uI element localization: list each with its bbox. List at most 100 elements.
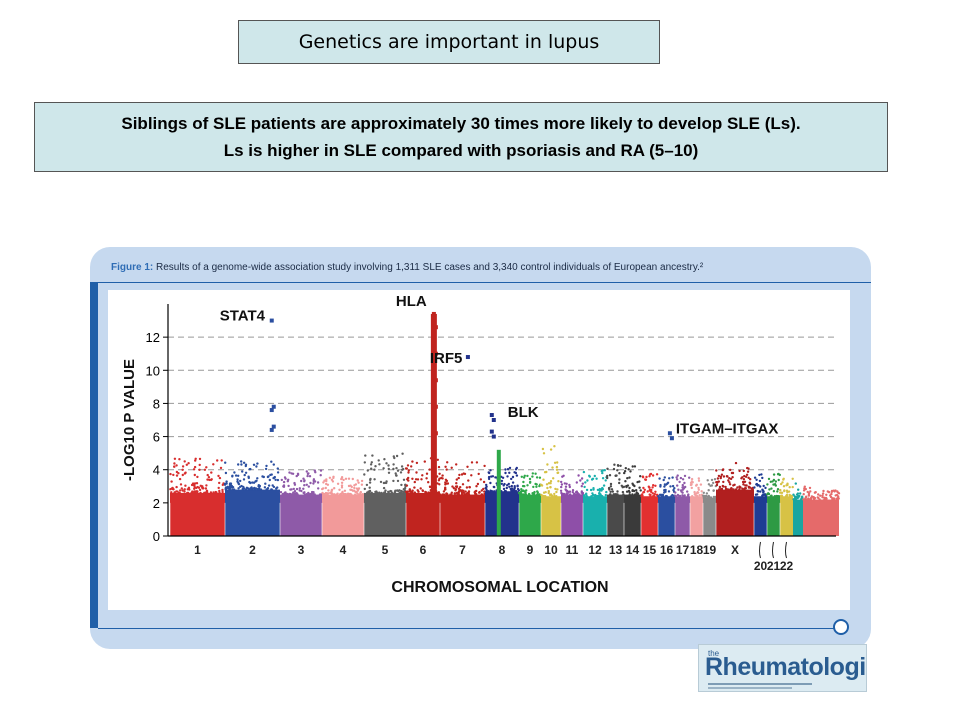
peak-point-STAT4 bbox=[271, 424, 276, 429]
snp-point bbox=[560, 485, 563, 489]
snp-point bbox=[262, 475, 265, 479]
snp-point bbox=[563, 493, 566, 496]
snp-point bbox=[504, 468, 507, 471]
snp-point bbox=[438, 472, 441, 475]
snp-point bbox=[552, 477, 555, 480]
snp-point bbox=[541, 494, 544, 497]
snp-point bbox=[541, 447, 545, 451]
snp-point bbox=[180, 487, 183, 490]
chromosome-band-14 bbox=[624, 494, 641, 536]
snp-point bbox=[330, 489, 333, 492]
snp-point bbox=[757, 490, 760, 493]
snp-point bbox=[741, 487, 744, 490]
snp-point bbox=[251, 481, 254, 484]
snp-point bbox=[457, 476, 460, 480]
snp-point bbox=[617, 464, 620, 467]
figure-bottom-line bbox=[98, 628, 838, 629]
snp-point bbox=[695, 484, 698, 487]
snp-point bbox=[411, 477, 414, 480]
snp-point bbox=[368, 481, 372, 484]
snp-point bbox=[664, 490, 667, 493]
snp-point bbox=[348, 492, 352, 496]
snp-point bbox=[556, 461, 559, 464]
snp-point bbox=[292, 487, 295, 491]
snp-point bbox=[762, 484, 765, 488]
peak-point-HLA bbox=[433, 351, 438, 356]
snp-point bbox=[270, 460, 273, 463]
snp-point bbox=[779, 482, 783, 486]
snp-point bbox=[601, 477, 605, 480]
snp-point bbox=[825, 493, 828, 496]
snp-point bbox=[332, 475, 335, 478]
snp-point bbox=[513, 471, 516, 474]
snp-point bbox=[382, 467, 385, 470]
snp-point bbox=[699, 483, 703, 486]
snp-point bbox=[307, 472, 310, 475]
snp-point bbox=[532, 485, 535, 489]
snp-point bbox=[671, 493, 674, 497]
snp-point bbox=[313, 493, 316, 496]
snp-point bbox=[554, 487, 557, 491]
snp-point bbox=[601, 487, 604, 491]
chromosome-band-22 bbox=[780, 496, 793, 536]
snp-point bbox=[705, 495, 709, 498]
snp-point bbox=[392, 455, 395, 458]
snp-point bbox=[326, 492, 329, 495]
snp-point bbox=[360, 479, 364, 483]
snp-point bbox=[724, 487, 728, 491]
snp-point bbox=[628, 486, 631, 490]
plot-area: 0 2 4 6 8 10 12 1 2 3 4 5 6 7 8 9 10 11 12 13 14 15 16 17 18 19 X 2… bbox=[108, 290, 850, 610]
snp-point bbox=[586, 479, 589, 482]
snp-point bbox=[521, 484, 525, 488]
snp-point bbox=[217, 486, 220, 490]
snp-point bbox=[595, 477, 598, 480]
snp-point bbox=[396, 479, 400, 483]
snp-point bbox=[620, 484, 623, 487]
snp-point bbox=[611, 490, 614, 493]
snp-point bbox=[556, 471, 560, 474]
snp-point bbox=[193, 487, 196, 490]
snp-point bbox=[400, 483, 403, 487]
snp-point bbox=[487, 477, 491, 481]
chromosome-band-8 bbox=[485, 491, 519, 536]
snp-point bbox=[580, 485, 583, 488]
snp-point bbox=[624, 467, 627, 470]
snp-point bbox=[195, 490, 198, 493]
snp-point bbox=[744, 484, 747, 487]
snp-point bbox=[535, 476, 539, 479]
snp-point bbox=[272, 476, 275, 480]
snp-point bbox=[183, 460, 186, 463]
snp-point bbox=[183, 490, 186, 493]
snp-point bbox=[198, 457, 202, 461]
snp-point bbox=[734, 488, 738, 491]
snp-point bbox=[724, 485, 727, 489]
snp-point bbox=[604, 493, 607, 497]
snp-point bbox=[480, 489, 483, 492]
snp-point bbox=[319, 493, 322, 496]
snp-point bbox=[178, 458, 181, 461]
snp-point bbox=[632, 483, 635, 487]
snp-point bbox=[547, 491, 550, 495]
snp-point bbox=[780, 491, 784, 494]
snp-point bbox=[678, 480, 681, 484]
snp-point bbox=[660, 493, 663, 497]
snp-point bbox=[413, 491, 417, 495]
snp-point bbox=[218, 491, 221, 494]
snp-point bbox=[507, 482, 510, 486]
snp-point bbox=[727, 479, 730, 482]
snp-point bbox=[181, 465, 185, 468]
snp-point bbox=[736, 486, 739, 489]
snp-point bbox=[741, 476, 744, 479]
snp-point bbox=[194, 457, 197, 460]
snp-point bbox=[394, 472, 397, 475]
extra-strip-0 bbox=[793, 499, 803, 536]
snp-point bbox=[631, 493, 634, 496]
snp-point bbox=[578, 493, 581, 496]
snp-point bbox=[359, 491, 362, 494]
snp-point bbox=[759, 490, 762, 493]
snp-point bbox=[336, 482, 340, 485]
snp-point bbox=[450, 493, 453, 496]
snp-point bbox=[190, 483, 194, 487]
snp-point bbox=[407, 479, 410, 482]
snp-point bbox=[264, 482, 267, 485]
